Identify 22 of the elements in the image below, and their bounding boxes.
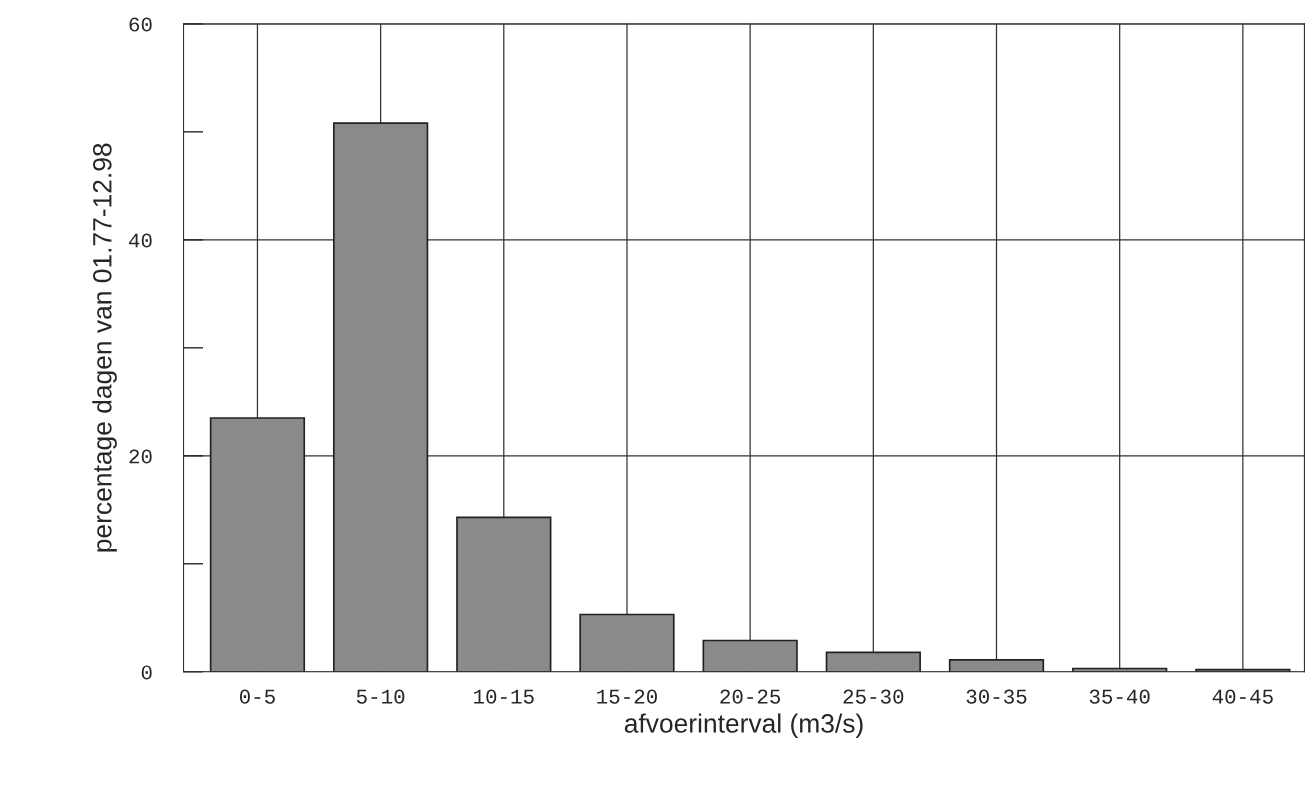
x-tick-label: 5-10 — [356, 689, 405, 704]
y-tick-label: 60 — [129, 17, 152, 32]
bar — [332, 122, 429, 672]
x-tick-label: 40-45 — [1212, 689, 1273, 704]
x-tick-label: 35-40 — [1089, 689, 1150, 704]
bar — [456, 516, 552, 672]
x-tick-label: 20-25 — [720, 689, 781, 704]
y-tick-label: 0 — [141, 665, 152, 680]
x-axis-title: afvoerinterval (m3/s) — [624, 713, 863, 738]
y-tick-label: 20 — [129, 449, 152, 464]
y-tick-label: 40 — [129, 233, 152, 248]
x-tick-label: 15-20 — [597, 689, 657, 704]
x-tick-label: 10-15 — [474, 689, 534, 704]
bar — [579, 613, 675, 672]
y-axis-title: percentage dagen van 01.77-12.98 — [92, 143, 117, 552]
x-tick-label: 30-35 — [966, 689, 1027, 704]
x-tick-label: 25-30 — [843, 689, 904, 704]
bar — [702, 639, 798, 672]
bar — [209, 417, 306, 672]
bar — [948, 659, 1045, 672]
bar — [825, 651, 921, 672]
x-tick-label: 0-5 — [239, 689, 275, 704]
